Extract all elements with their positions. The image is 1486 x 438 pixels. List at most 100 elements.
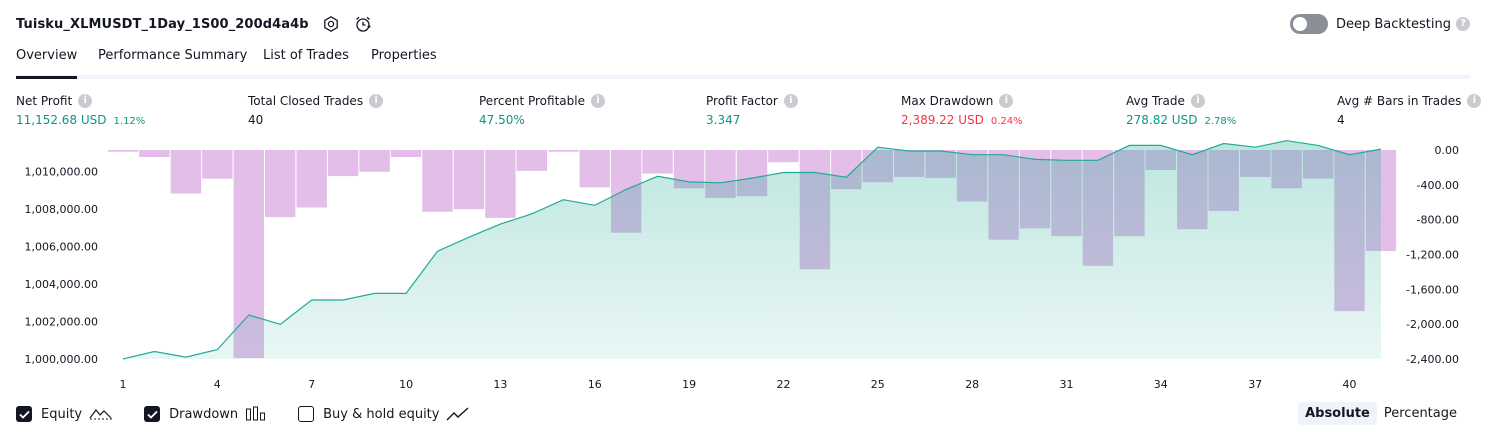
- drawdown-bar: [139, 150, 170, 157]
- metric-label: Avg Trade: [1126, 94, 1185, 108]
- x-axis-tick: 10: [399, 378, 413, 391]
- drawdown-bar: [170, 150, 202, 194]
- metric-percent: 0.24%: [990, 116, 1023, 127]
- metric-percent-profitable: Percent Profitable i 47.50%: [479, 93, 605, 127]
- x-axis-tick: 1: [120, 378, 127, 391]
- info-icon[interactable]: i: [1190, 94, 1205, 108]
- deep-backtesting: Deep Backtesting ?: [1289, 14, 1470, 34]
- mode-percentage[interactable]: Percentage: [1383, 406, 1457, 421]
- x-axis-tick: 19: [682, 378, 696, 391]
- buy-hold-checkbox[interactable]: [298, 406, 315, 422]
- bar-chart-icon: [245, 406, 267, 422]
- drawdown-bar: [516, 150, 547, 171]
- right-axis-tick: -2,000.00: [1406, 318, 1459, 331]
- deep-backtesting-toggle[interactable]: [1289, 14, 1328, 34]
- metric-value: 2,389.22 USD: [901, 113, 984, 127]
- metric-value: 40: [248, 113, 264, 127]
- left-axis: 1,010,000.00 1,008,000.00 1,006,000.00 1,00…: [25, 166, 98, 366]
- metric-label: Total Closed Trades: [248, 94, 364, 108]
- x-axis: 1 4 7 10 13 16 19 22 25 28 31 34 37 40: [120, 378, 1357, 391]
- drawdown-bar: [453, 150, 485, 210]
- left-axis-tick: 1,010,000.00: [25, 166, 98, 179]
- drawdown-bar: [327, 150, 359, 177]
- left-axis-tick: 1,000,000.00: [25, 353, 98, 366]
- metric-label: Net Profit: [16, 94, 73, 108]
- legend-equity[interactable]: Equity: [16, 406, 113, 422]
- metric-label: Max Drawdown: [901, 94, 994, 108]
- right-axis-tick: -400.00: [1417, 179, 1459, 192]
- right-axis-tick: -1,200.00: [1406, 249, 1459, 262]
- metric-value: 278.82 USD: [1126, 113, 1198, 127]
- legend-label: Equity: [41, 406, 83, 422]
- equity-checkbox[interactable]: [16, 406, 32, 422]
- info-icon[interactable]: i: [590, 94, 605, 108]
- drawdown-bar: [548, 150, 579, 152]
- drawdown-bar: [485, 150, 516, 218]
- legend-drawdown[interactable]: Drawdown: [144, 406, 267, 422]
- equity-drawdown-chart[interactable]: 1,010,000.00 1,008,000.00 1,006,000.00 1,00…: [0, 140, 1486, 400]
- metric-label: Percent Profitable: [479, 94, 585, 108]
- strategy-name: Tuisku_XLMUSDT_1Day_1S00_200d4a4b: [16, 16, 309, 32]
- drawdown-checkbox[interactable]: [144, 406, 161, 422]
- info-icon[interactable]: i: [783, 94, 798, 108]
- alarm-clock-icon[interactable]: [353, 14, 373, 34]
- metric-total-closed-trades: Total Closed Trades i 40: [248, 93, 384, 127]
- info-icon[interactable]: i: [1467, 94, 1482, 108]
- metric-profit-factor: Profit Factor i 3.347: [706, 93, 798, 127]
- legend-label: Drawdown: [169, 406, 239, 422]
- drawdown-bar: [202, 150, 233, 179]
- x-axis-tick: 31: [1060, 378, 1074, 391]
- right-axis-tick: -2,400.00: [1406, 353, 1459, 366]
- equity-line: [122, 140, 1382, 360]
- gear-icon[interactable]: [321, 14, 341, 34]
- tab-list-of-trades[interactable]: List of Trades: [263, 48, 349, 63]
- info-icon[interactable]: i: [78, 94, 93, 108]
- drawdown-bar: [579, 150, 610, 188]
- tab-overview[interactable]: Overview: [16, 48, 78, 79]
- tab-performance-summary[interactable]: Performance Summary: [98, 48, 248, 63]
- metric-label: Profit Factor: [706, 94, 778, 108]
- x-axis-tick: 34: [1154, 378, 1168, 391]
- drawdown-bar: [265, 150, 296, 218]
- left-axis-tick: 1,008,000.00: [25, 203, 98, 216]
- left-axis-tick: 1,004,000.00: [25, 278, 98, 291]
- drawdown-bar: [107, 150, 139, 152]
- deep-backtesting-label: Deep Backtesting: [1335, 16, 1451, 32]
- metric-avg-trade: Avg Trade i 278.82 USD 2.78%: [1126, 93, 1236, 127]
- metric-percent: 1.12%: [113, 116, 146, 127]
- x-axis-tick: 25: [871, 378, 885, 391]
- left-axis-tick: 1,002,000.00: [25, 316, 98, 329]
- x-axis-tick: 4: [214, 378, 221, 391]
- x-axis-tick: 22: [777, 378, 791, 391]
- metric-max-drawdown: Max Drawdown i 2,389.22 USD 0.24%: [901, 93, 1023, 127]
- info-icon[interactable]: i: [369, 94, 384, 108]
- chart-legend: Equity Drawdown Buy & hold equity: [16, 403, 501, 425]
- drawdown-bar: [390, 150, 422, 157]
- x-axis-tick: 16: [588, 378, 602, 391]
- mode-absolute[interactable]: Absolute: [1298, 402, 1377, 425]
- metric-avg-bars-in-trades: Avg # Bars in Trades i 4: [1337, 93, 1482, 127]
- metric-value: 4: [1337, 113, 1345, 127]
- drawdown-bar: [422, 150, 453, 212]
- x-axis-tick: 28: [965, 378, 979, 391]
- equity-line-icon: [89, 406, 113, 422]
- info-icon[interactable]: i: [999, 94, 1014, 108]
- question-icon[interactable]: ?: [1456, 17, 1470, 31]
- left-axis-tick: 1,006,000.00: [25, 241, 98, 254]
- strategy-header: Tuisku_XLMUSDT_1Day_1S00_200d4a4b: [16, 14, 373, 34]
- right-axis-tick: -1,600.00: [1406, 283, 1459, 296]
- metric-value: 11,152.68 USD: [16, 113, 107, 127]
- line-chart-icon: [446, 406, 470, 422]
- drawdown-bar: [359, 150, 390, 172]
- legend-label: Buy & hold equity: [323, 406, 440, 422]
- drawdown-bar: [768, 150, 799, 163]
- tab-properties[interactable]: Properties: [371, 48, 437, 63]
- legend-buy-hold[interactable]: Buy & hold equity: [298, 406, 470, 422]
- value-mode-switch: Absolute Percentage: [1298, 402, 1464, 425]
- x-axis-tick: 37: [1248, 378, 1262, 391]
- equity-area-fill: [123, 140, 1381, 359]
- metric-percent: 2.78%: [1204, 116, 1237, 127]
- toggle-knob: [1292, 17, 1307, 31]
- right-axis-tick: 0.00: [1435, 144, 1460, 157]
- metric-net-profit: Net Profit i 11,152.68 USD 1.12%: [16, 93, 145, 127]
